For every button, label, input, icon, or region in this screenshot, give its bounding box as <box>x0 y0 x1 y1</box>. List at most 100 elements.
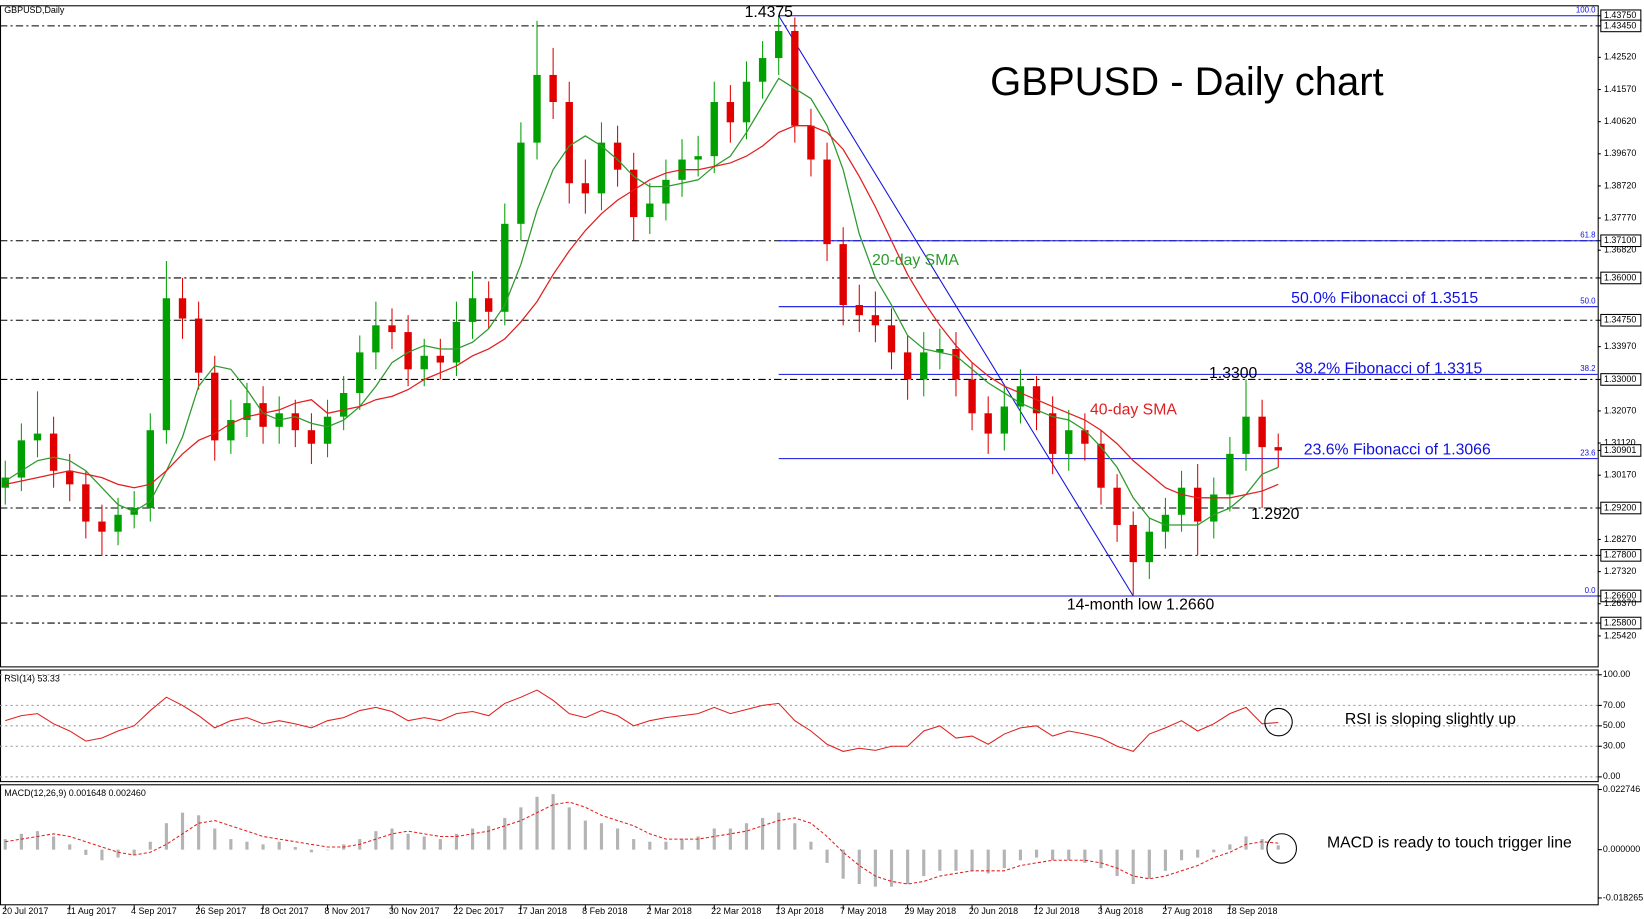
macd-bar <box>132 849 136 855</box>
candle-body <box>613 142 622 170</box>
candle-body <box>162 298 171 431</box>
candle-body <box>630 169 638 218</box>
candle-body <box>1177 487 1186 515</box>
fib-label: 61.8 <box>1580 231 1596 240</box>
macd-title: MACD(12,26,9) 0.001648 0.002460 <box>4 788 146 798</box>
x-tick-label: 20 Jun 2018 <box>969 906 1018 916</box>
annotation: 23.6% Fibonacci of 1.3066 <box>1304 442 1491 459</box>
plot-area: 20 Jul 2017 11 Aug 2017 4 Sep 2017 26 Sep 2… <box>0 6 1643 916</box>
x-tick-label: 8 Nov 2017 <box>324 906 370 916</box>
candle-body <box>855 305 863 316</box>
candle-body <box>1 477 9 488</box>
candle-body <box>388 325 396 333</box>
macd-bar <box>293 847 297 850</box>
y-tick-label: 1.36820 <box>1604 245 1636 255</box>
candle-body <box>710 102 718 157</box>
candle-body <box>404 332 412 370</box>
macd-bar <box>1034 849 1039 858</box>
candle-body <box>903 352 912 380</box>
candle-body <box>742 81 751 123</box>
candle-body <box>1000 406 1008 434</box>
macd-bar <box>422 836 426 850</box>
candle-body <box>114 514 122 532</box>
macd-bar <box>680 839 684 850</box>
macd-bar <box>1179 849 1184 861</box>
macd-bar <box>841 849 845 879</box>
candle-body <box>17 440 26 478</box>
candle-body <box>1193 487 1202 522</box>
candle-body <box>533 74 541 143</box>
annotation: 14-month low 1.2660 <box>1067 596 1215 613</box>
y-tick-label: 1.43750 <box>1604 10 1636 20</box>
y-tick-label: 1.43450 <box>1604 20 1636 30</box>
annotation: 1.2920 <box>1251 506 1300 523</box>
candle-body <box>227 420 235 441</box>
macd-bar <box>809 841 813 850</box>
macd-bar <box>1099 849 1103 869</box>
macd-bar <box>535 796 539 850</box>
macd-bar <box>1228 844 1232 850</box>
candle-body <box>194 318 203 373</box>
macd-bar <box>116 849 120 858</box>
macd-bar <box>793 823 797 850</box>
candle-body <box>1226 453 1234 495</box>
fib-label: 50.0 <box>1580 297 1596 306</box>
candle-body <box>66 470 74 485</box>
chart-title: GBPUSD - Daily chart <box>990 60 1384 104</box>
macd-bar <box>728 828 732 850</box>
x-tick-label: 2 Mar 2018 <box>647 906 692 916</box>
macd-bar <box>712 828 716 850</box>
y-tick-label: 1.27320 <box>1604 566 1636 576</box>
macd-bar <box>1212 849 1216 853</box>
macd-bar <box>567 807 571 850</box>
macd-bar <box>696 836 700 850</box>
x-tick-label: 18 Sep 2018 <box>1227 906 1278 916</box>
macd-bar <box>1147 849 1151 879</box>
candle-body <box>662 179 670 204</box>
candle-body <box>1210 494 1218 522</box>
macd-bar <box>1244 836 1248 850</box>
x-tick-label: 4 Sep 2017 <box>131 906 177 916</box>
macd-bar <box>245 841 249 850</box>
candle-body <box>1081 430 1089 444</box>
candle-body <box>484 298 493 312</box>
sma20-label: 20-day SMA <box>872 252 959 269</box>
x-tick-label: 7 May 2018 <box>840 906 887 916</box>
candle-body <box>243 403 251 421</box>
y-tick-label: 1.29200 <box>1604 502 1636 512</box>
candle-body <box>775 30 783 59</box>
macd-bar <box>825 849 829 863</box>
highlight-circle <box>1264 707 1293 737</box>
macd-bar <box>84 849 88 855</box>
macd-bar <box>68 844 72 850</box>
macd-bar <box>35 831 40 850</box>
macd-bar <box>1115 849 1119 877</box>
y-tick-label: 1.26600 <box>1604 590 1636 600</box>
macd-bar <box>148 841 152 850</box>
macd-bar <box>1002 849 1006 869</box>
macd-note: MACD is ready to touch trigger line <box>1327 834 1572 851</box>
macd-bar <box>761 817 765 850</box>
macd-bar <box>325 849 330 851</box>
sma40-label: 40-day SMA <box>1090 402 1177 419</box>
x-tick-label: 13 Apr 2018 <box>776 906 824 916</box>
y-tick-label: 1.36000 <box>1604 272 1636 282</box>
macd-bar <box>197 815 201 850</box>
macd-bar <box>1196 849 1200 858</box>
candle-body <box>597 142 606 194</box>
macd-bar <box>100 849 104 861</box>
x-tick-label: 22 Dec 2017 <box>453 906 504 916</box>
candle-body <box>1129 524 1137 563</box>
x-tick-label: 12 Jul 2018 <box>1033 906 1079 916</box>
macd-bar <box>648 841 652 850</box>
candle-body <box>1274 447 1282 451</box>
macd-bar <box>938 849 942 871</box>
y-tick-label: 1.25420 <box>1604 630 1636 640</box>
candle-body <box>259 403 267 427</box>
candle-body <box>1016 386 1025 407</box>
macd-bar <box>1051 849 1055 861</box>
candle-body <box>339 392 348 417</box>
candle-body <box>694 156 702 160</box>
candle-body <box>211 372 219 441</box>
